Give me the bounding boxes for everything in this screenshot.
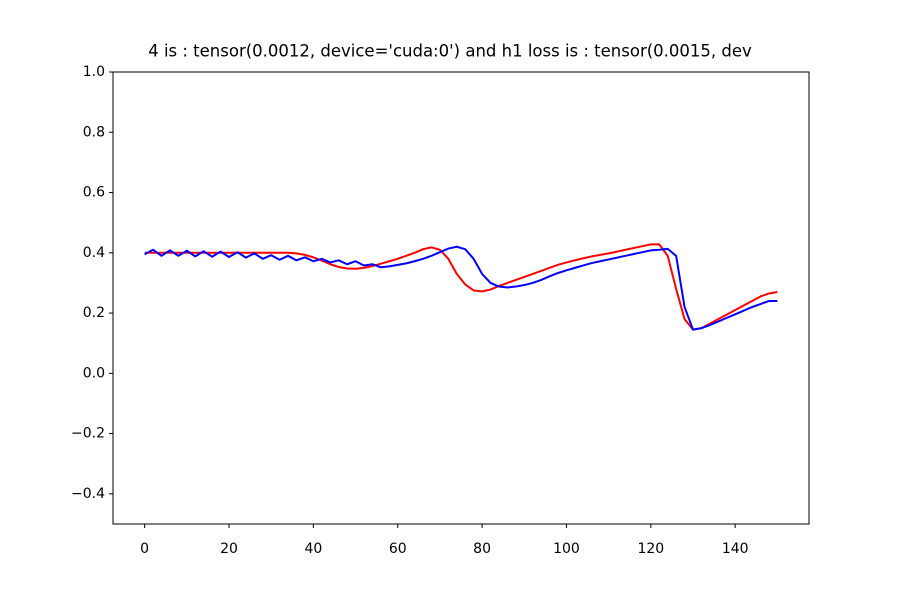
x-tick-label: 100 <box>553 541 580 557</box>
x-tick-label: 0 <box>140 541 149 557</box>
x-tick-label: 60 <box>389 541 407 557</box>
y-tick-label: −0.4 <box>71 486 105 502</box>
y-tick-label: 0.4 <box>83 245 105 261</box>
x-tick-label: 40 <box>304 541 322 557</box>
chart-title: 4 is : tensor(0.0012, device='cuda:0') a… <box>148 42 752 61</box>
x-tick-label: 120 <box>637 541 664 557</box>
y-tick-label: 0.0 <box>83 365 105 381</box>
series-line <box>144 245 778 331</box>
y-tick-label: 0.8 <box>83 124 105 140</box>
x-tick-label: 80 <box>473 541 491 557</box>
y-tick-label: 1.0 <box>83 64 105 80</box>
x-tick-label: 140 <box>722 541 749 557</box>
x-tick-label: 20 <box>220 541 238 557</box>
plot-frame <box>112 71 810 525</box>
series-line <box>144 243 778 331</box>
y-tick-label: 0.2 <box>83 305 105 321</box>
y-tick-label: −0.2 <box>71 426 105 442</box>
y-tick-label: 0.6 <box>83 185 105 201</box>
